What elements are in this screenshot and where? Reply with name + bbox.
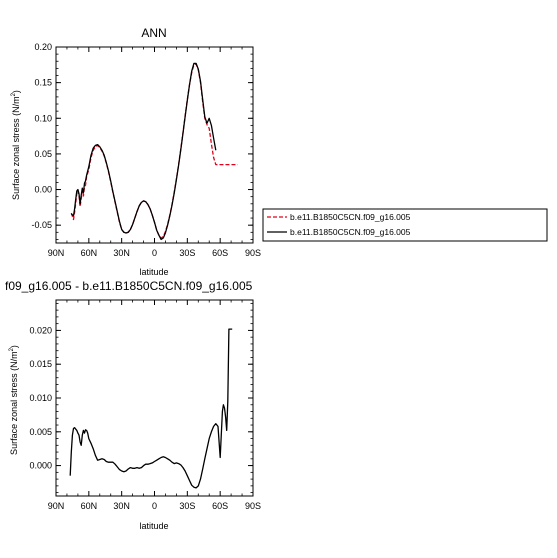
legend-label-2: b.e11.B1850C5CN.f09_g16.005 bbox=[290, 227, 411, 237]
legend-box bbox=[262, 208, 548, 242]
bottom-x-tick-label: 60S bbox=[212, 501, 228, 511]
bottom-x-tick-label: 90N bbox=[48, 501, 65, 511]
bottom-y-tick-label: 0.005 bbox=[29, 427, 52, 437]
top-chart-ticks bbox=[55, 46, 254, 243]
top-chart-x-tick-labels: 90N 60N 30N 0 30S 60S 90S bbox=[48, 248, 261, 258]
bottom-x-tick-label: 90S bbox=[245, 501, 261, 511]
top-y-tick-label: 0.10 bbox=[34, 113, 52, 123]
top-x-tick-label: 0 bbox=[152, 248, 157, 258]
top-y-tick-label: 0.00 bbox=[34, 185, 52, 195]
legend: b.e11.B1850C5CN.f09_g16.005 b.e11.B1850C… bbox=[262, 208, 548, 242]
top-series-line-0 bbox=[70, 63, 238, 239]
top-chart-series bbox=[70, 62, 238, 241]
top-chart-ylabel-tail: ) bbox=[11, 90, 21, 93]
top-chart-title: ANN bbox=[141, 26, 166, 40]
bottom-chart-ylabel-text: Surface zonal stress (N/m bbox=[9, 351, 19, 455]
bottom-chart-series bbox=[69, 328, 233, 489]
top-x-tick-label: 60S bbox=[212, 248, 228, 258]
top-x-tick-label: 90S bbox=[245, 248, 261, 258]
top-y-tick-label: 0.15 bbox=[34, 78, 52, 88]
top-chart-y-tick-labels: 0.20 0.15 0.10 0.05 0.00 -0.05 bbox=[31, 42, 52, 230]
bottom-y-tick-label: 0.000 bbox=[29, 461, 52, 471]
top-chart: ANN 0.20 0.15 0.10 0.05 0.00 -0.05 90N 60N 30N 0… bbox=[11, 26, 261, 277]
top-y-tick-label: 0.20 bbox=[34, 42, 52, 52]
top-chart-ylabel-sup: 2 bbox=[11, 92, 17, 96]
bottom-chart-ylabel-tail: ) bbox=[9, 345, 19, 348]
bottom-chart-title: f09_g16.005 - b.e11.B1850C5CN.f09_g16.00… bbox=[5, 279, 253, 293]
top-plot-frame bbox=[55, 46, 254, 244]
bottom-y-tick-label: 0.020 bbox=[29, 325, 52, 335]
top-chart-ylabel: Surface zonal stress (N/m2) bbox=[11, 90, 21, 200]
bottom-chart-y-tick-labels: 0.020 0.015 0.010 0.005 0.000 bbox=[29, 325, 52, 470]
bottom-chart-x-tick-labels: 90N 60N 30N 0 30S 60S 90S bbox=[48, 501, 261, 511]
bottom-x-tick-label: 30S bbox=[179, 501, 195, 511]
top-x-tick-label: 60N bbox=[81, 248, 98, 258]
top-x-tick-label: 90N bbox=[48, 248, 65, 258]
bottom-y-tick-label: 0.015 bbox=[29, 359, 52, 369]
top-x-tick-label: 30S bbox=[179, 248, 195, 258]
legend-label-1: b.e11.B1850C5CN.f09_g16.005 bbox=[290, 212, 411, 222]
top-series-line-1 bbox=[70, 62, 217, 241]
bottom-plot-frame bbox=[55, 299, 254, 497]
top-x-tick-label: 30N bbox=[113, 248, 130, 258]
top-chart-ylabel-text: Surface zonal stress (N/m bbox=[11, 96, 21, 200]
bottom-series-line-0 bbox=[69, 328, 233, 489]
bottom-y-tick-label: 0.010 bbox=[29, 393, 52, 403]
bottom-x-tick-label: 0 bbox=[152, 501, 157, 511]
bottom-x-tick-label: 30N bbox=[113, 501, 130, 511]
bottom-chart: f09_g16.005 - b.e11.B1850C5CN.f09_g16.00… bbox=[5, 279, 261, 531]
top-y-tick-label: -0.05 bbox=[31, 220, 52, 230]
bottom-chart-ylabel: Surface zonal stress (N/m2) bbox=[9, 345, 19, 455]
top-y-tick-label: 0.05 bbox=[34, 149, 52, 159]
top-chart-xlabel: latitude bbox=[139, 267, 168, 277]
bottom-chart-xlabel: latitude bbox=[139, 521, 168, 531]
bottom-chart-ylabel-sup: 2 bbox=[9, 347, 15, 351]
bottom-chart-ticks bbox=[55, 300, 254, 496]
bottom-x-tick-label: 60N bbox=[81, 501, 98, 511]
